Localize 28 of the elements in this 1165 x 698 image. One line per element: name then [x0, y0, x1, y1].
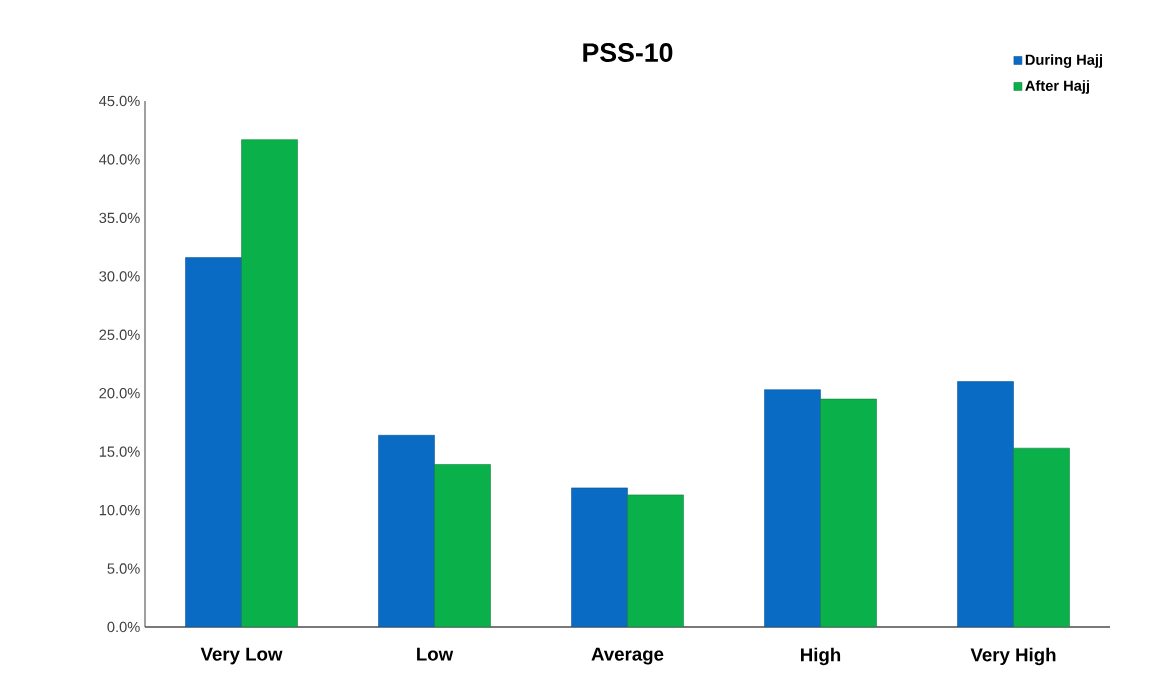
y-tick-label: 40.0% [99, 154, 140, 165]
bar [571, 487, 628, 627]
bar [957, 381, 1014, 627]
x-tick-label: Very Low [200, 647, 283, 665]
bar [241, 139, 298, 627]
y-tick-label: 30.0% [99, 271, 140, 282]
bar [434, 464, 491, 627]
x-tick-label: Low [417, 647, 454, 661]
bar [764, 389, 821, 627]
y-tick-label: 20.0% [99, 388, 140, 399]
legend-label: After Hajj [1025, 80, 1089, 94]
bar [820, 398, 877, 627]
x-tick-label: Very High [970, 647, 1056, 666]
y-tick-label: 10.0% [99, 504, 140, 516]
bar [627, 494, 684, 627]
chart-title: PSS-10 [583, 43, 673, 62]
legend-label: During Hajj [1025, 54, 1103, 68]
y-tick-label: 35.0% [99, 212, 140, 224]
y-tick-label: 0.0% [107, 621, 140, 633]
x-tick-label: Average [591, 647, 664, 665]
bar [378, 435, 435, 627]
x-tick-label: High [801, 647, 841, 666]
bar [1013, 447, 1070, 627]
y-tick-label: 25.0% [99, 329, 140, 340]
y-tick-label: 5.0% [107, 563, 140, 574]
y-tick-label: 15.0% [99, 446, 140, 457]
y-tick-label: 45.0% [99, 95, 140, 107]
bar [185, 257, 242, 627]
